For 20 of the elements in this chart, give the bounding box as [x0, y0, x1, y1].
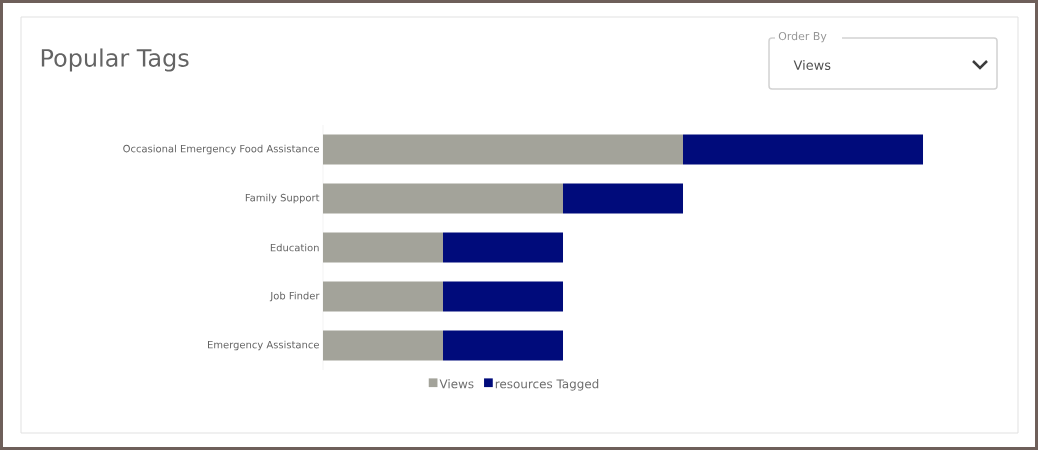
bar — [443, 330, 563, 361]
bar — [563, 183, 683, 214]
text: Views — [793, 59, 831, 71]
legend-label: Views — [439, 379, 474, 389]
bar — [323, 232, 443, 263]
bar — [323, 183, 563, 214]
y-tick-label: Emergency Assistance — [208, 340, 319, 351]
bar — [443, 281, 563, 312]
text: Order By — [778, 31, 827, 43]
y-tick-label: Education — [270, 243, 319, 252]
bar — [323, 134, 683, 165]
bar — [323, 330, 443, 361]
y-tick-label: Occasional Emergency Food Assistance — [123, 144, 319, 155]
legend-label: resources Tagged — [495, 379, 599, 391]
y-tick-label: Family Support — [245, 193, 320, 204]
bar — [443, 232, 563, 263]
bar — [323, 281, 443, 312]
text: Popular Tags — [41, 48, 189, 72]
bar — [683, 134, 924, 165]
y-tick-label: Job Finder — [269, 291, 320, 302]
